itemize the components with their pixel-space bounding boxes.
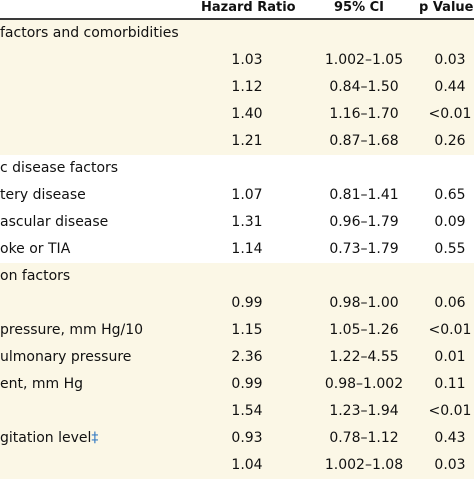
hazard-ratio-cell: 1.03: [231, 52, 263, 68]
p-value-cell: 0.65: [434, 187, 466, 203]
table-row: tery disease 1.07 0.81–1.41 0.65: [0, 182, 474, 209]
p-value-cell: 0.01: [434, 349, 466, 365]
header-rule: [0, 18, 474, 20]
table-row: factors and comorbidities: [0, 20, 474, 47]
hazard-ratio-cell: 1.14: [231, 241, 263, 257]
ci-cell: 0.78–1.12: [329, 430, 399, 446]
row-label: ent, mm Hg: [0, 376, 84, 392]
row-label: ascular disease: [0, 214, 109, 230]
p-value-cell: 0.03: [434, 52, 466, 68]
table-row: 1.54 1.23–1.94 <0.01: [0, 398, 474, 425]
table-row: gitation level‡ 0.93 0.78–1.12 0.43: [0, 425, 474, 452]
table-row: 1.04 1.002–1.08 0.03: [0, 452, 474, 479]
table-row: ascular disease 1.31 0.96–1.79 0.09: [0, 209, 474, 236]
ci-cell: 0.84–1.50: [329, 79, 399, 95]
row-label: factors and comorbidities: [0, 25, 179, 41]
p-value-cell: 0.11: [434, 376, 466, 392]
ci-cell: 1.05–1.26: [329, 322, 399, 338]
ci-cell: 0.87–1.68: [329, 133, 399, 149]
ci-cell: 0.98–1.002: [324, 376, 404, 392]
hazard-ratio-cell: 1.04: [231, 457, 263, 473]
ci-cell: 1.002–1.05: [324, 52, 404, 68]
hazard-ratio-cell: 1.12: [231, 79, 263, 95]
hazard-ratio-cell: 1.31: [231, 214, 263, 230]
p-value-cell: 0.09: [434, 214, 466, 230]
hazard-ratio-cell: 0.99: [231, 376, 263, 392]
p-value-cell: 0.44: [434, 79, 466, 95]
table-row: ulmonary pressure 2.36 1.22–4.55 0.01: [0, 344, 474, 371]
ci-cell: 1.16–1.70: [329, 106, 399, 122]
row-label: gitation level‡: [0, 430, 99, 446]
table-row: 1.21 0.87–1.68 0.26: [0, 128, 474, 155]
row-label: ulmonary pressure: [0, 349, 132, 365]
hazard-ratio-cell: 1.54: [231, 403, 263, 419]
p-value-cell: <0.01: [428, 322, 472, 338]
ci-cell: 1.002–1.08: [324, 457, 404, 473]
table-row: oke or TIA 1.14 0.73–1.79 0.55: [0, 236, 474, 263]
hazard-ratio-cell: 1.15: [231, 322, 263, 338]
p-value-cell: 0.06: [434, 295, 466, 311]
p-value-cell: 0.03: [434, 457, 466, 473]
ci-cell: 0.96–1.79: [329, 214, 399, 230]
ci-cell: 1.22–4.55: [329, 349, 399, 365]
hazard-ratio-cell: 2.36: [231, 349, 263, 365]
table-row: on factors: [0, 263, 474, 290]
p-value-cell: 0.55: [434, 241, 466, 257]
table-row: 1.03 1.002–1.05 0.03: [0, 47, 474, 74]
ci-cell: 1.23–1.94: [329, 403, 399, 419]
hazard-ratio-cell: 1.07: [231, 187, 263, 203]
p-value-cell: <0.01: [428, 403, 472, 419]
table-header: Hazard Ratio 95% CI p Value: [0, 0, 474, 20]
table-row: ent, mm Hg 0.99 0.98–1.002 0.11: [0, 371, 474, 398]
hazard-ratio-cell: 1.21: [231, 133, 263, 149]
ci-cell: 0.81–1.41: [329, 187, 399, 203]
header-hazard-ratio: Hazard Ratio: [201, 0, 296, 15]
table-row: 0.99 0.98–1.00 0.06: [0, 290, 474, 317]
table-row: pressure, mm Hg/10 1.15 1.05–1.26 <0.01: [0, 317, 474, 344]
row-label: on factors: [0, 268, 71, 284]
header-p-value: p Value: [419, 0, 474, 15]
p-value-cell: 0.26: [434, 133, 466, 149]
p-value-cell: <0.01: [428, 106, 472, 122]
footnote-mark: ‡: [91, 430, 99, 446]
row-label: oke or TIA: [0, 241, 71, 257]
ci-cell: 0.73–1.79: [329, 241, 399, 257]
p-value-cell: 0.43: [434, 430, 466, 446]
table-row: 1.12 0.84–1.50 0.44: [0, 74, 474, 101]
header-95-ci: 95% CI: [334, 0, 385, 15]
table-row: c disease factors: [0, 155, 474, 182]
row-label: c disease factors: [0, 160, 119, 176]
hazard-ratio-cell: 1.40: [231, 106, 263, 122]
table-row: 1.40 1.16–1.70 <0.01: [0, 101, 474, 128]
row-label: pressure, mm Hg/10: [0, 322, 144, 338]
ci-cell: 0.98–1.00: [329, 295, 399, 311]
row-label: tery disease: [0, 187, 86, 203]
hazard-ratio-cell: 0.93: [231, 430, 263, 446]
hazard-ratio-cell: 0.99: [231, 295, 263, 311]
